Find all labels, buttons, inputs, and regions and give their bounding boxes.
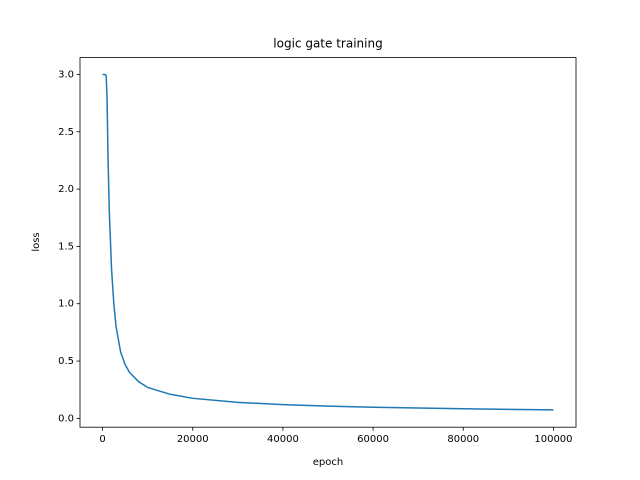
x-tick-label: 100000 xyxy=(534,434,572,445)
y-tick-label: 2.5 xyxy=(58,127,74,138)
y-tick-label: 1.5 xyxy=(58,241,74,252)
y-tick-label: 2.0 xyxy=(58,184,74,195)
y-tick-label: 3.0 xyxy=(58,69,74,80)
x-tick-label: 20000 xyxy=(177,434,209,445)
y-tick-label: 0.0 xyxy=(58,413,74,424)
loss-line xyxy=(102,73,554,411)
x-tick-label: 0 xyxy=(99,434,105,445)
x-axis-label: epoch xyxy=(313,457,343,468)
y-axis-label: loss xyxy=(31,232,42,251)
x-tick-label: 60000 xyxy=(357,434,389,445)
plot-frame xyxy=(79,57,577,428)
x-tick-label: 40000 xyxy=(267,434,299,445)
y-tick-label: 0.5 xyxy=(58,356,74,367)
x-tick-label: 80000 xyxy=(447,434,479,445)
y-tick-label: 1.0 xyxy=(58,299,74,310)
chart-title: logic gate training xyxy=(273,37,382,51)
